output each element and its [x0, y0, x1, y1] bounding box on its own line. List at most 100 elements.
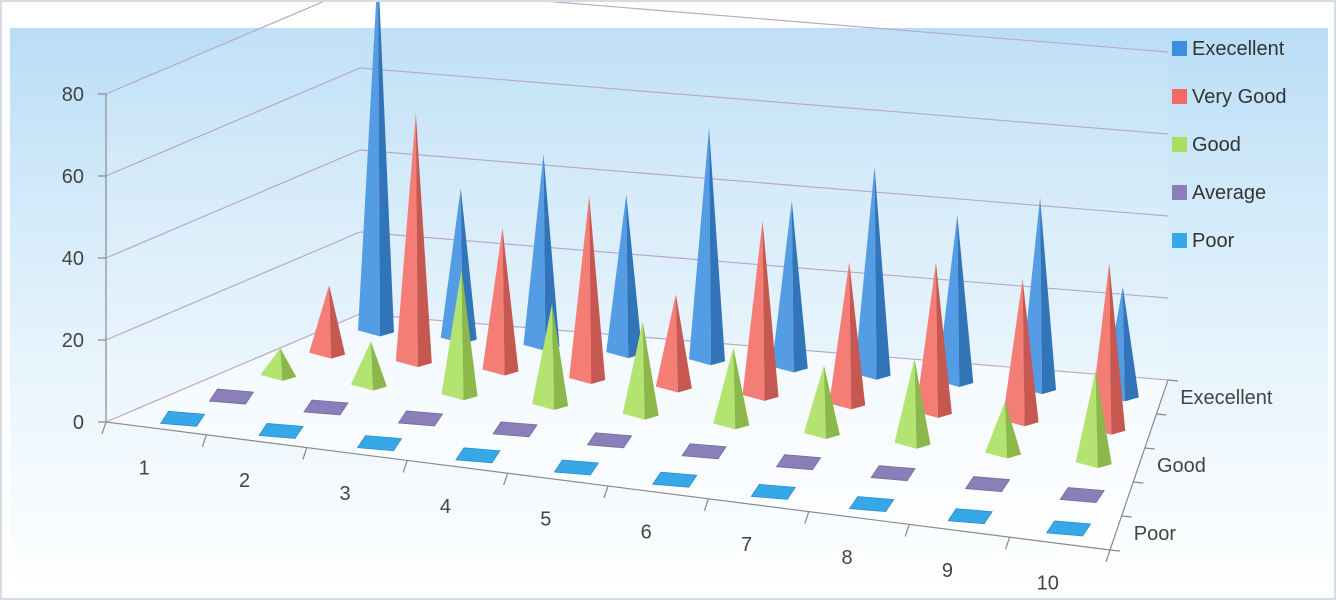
- legend-swatch: [1172, 185, 1187, 200]
- pyramid-very-good-3: [482, 228, 519, 376]
- pyramid-average-5: [586, 432, 633, 449]
- depth-tick-label: Good: [1157, 455, 1206, 477]
- pyramid-poor-9: [947, 508, 993, 525]
- depth-tick: [1167, 379, 1179, 382]
- pyramid-average-10: [1059, 487, 1105, 503]
- pyramid-execellent-7: [854, 166, 891, 380]
- x-tick: [603, 485, 609, 499]
- x-tick: [1105, 549, 1111, 563]
- legend-swatch: [1172, 137, 1187, 152]
- x-tick: [201, 434, 207, 447]
- pyramid-average-1: [208, 388, 255, 405]
- y-tick-label: 60: [62, 166, 84, 188]
- x-tick-label: 4: [440, 496, 451, 518]
- pyramid-good-1: [260, 348, 297, 381]
- side-wall: [106, 2, 360, 422]
- depth-axis-line: [1109, 379, 1169, 551]
- pyramid-execellent-6: [771, 200, 808, 373]
- pyramid-very-good-7: [829, 261, 866, 410]
- pyramid-average-3: [397, 410, 444, 427]
- pyramid-poor-10: [1045, 520, 1092, 537]
- legend-swatch: [1172, 89, 1187, 104]
- depth-tick: [1109, 549, 1121, 552]
- pyramid-good-10: [1075, 369, 1112, 469]
- pyramid-average-8: [870, 465, 916, 482]
- pyramid-execellent-5: [689, 127, 726, 366]
- pyramid-good-7: [803, 365, 840, 440]
- y-tick-label: 20: [62, 330, 84, 352]
- pyramid-poor-4: [455, 447, 501, 464]
- pyramid-poor-3: [356, 435, 403, 452]
- pyramid-good-5: [622, 321, 659, 420]
- pyramid-good-8: [894, 358, 931, 449]
- legend: Execellent Very Good Good Average Poor: [1172, 38, 1287, 252]
- pyramid-very-good-4: [569, 195, 606, 385]
- pyramid-marks: [159, 2, 1139, 537]
- pyramid-good-2: [350, 341, 387, 391]
- x-tick: [1005, 537, 1011, 550]
- x-tick: [101, 421, 107, 435]
- pyramid-average-9: [964, 476, 1011, 493]
- x-tick-label: 6: [641, 521, 652, 543]
- pyramid-poor-5: [553, 459, 600, 476]
- pyramid-very-good-2: [395, 113, 432, 368]
- legend-label: Average: [1192, 182, 1266, 204]
- x-tick: [402, 460, 408, 473]
- depth-tick: [1133, 481, 1144, 484]
- x-tick-label: 7: [741, 534, 752, 556]
- legend-swatch: [1172, 233, 1187, 248]
- pyramid-execellent-4: [606, 194, 643, 359]
- pyramid-very-good-6: [742, 220, 779, 401]
- back-wall: [360, 2, 1168, 380]
- pyramid-good-6: [713, 347, 750, 430]
- pyramid-good-4: [532, 303, 569, 410]
- gridline-20: [105, 231, 1169, 341]
- back-walls: [106, 2, 1168, 550]
- y-tick-label: 80: [62, 84, 84, 106]
- pyramid-very-good-9: [1002, 278, 1039, 427]
- legend-label: Good: [1192, 134, 1241, 156]
- pyramid-average-2: [303, 399, 349, 416]
- x-tick-label: 1: [139, 457, 150, 479]
- axes: 0 20 40 60 80 1 2 3 4 5 6 7 8 9 10 Execellent Good Poor: [62, 84, 1273, 595]
- x-tick-label: 8: [841, 547, 852, 569]
- depth-tick: [1144, 447, 1155, 450]
- pyramid-poor-6: [652, 471, 698, 488]
- x-tick: [804, 511, 810, 524]
- depth-tick-label: Execellent: [1180, 387, 1273, 409]
- x-tick: [904, 524, 910, 537]
- pyramid-good-9: [985, 401, 1022, 459]
- depth-tick-label: Poor: [1134, 523, 1177, 545]
- x-tick: [302, 447, 308, 460]
- gridline-40: [105, 149, 1169, 259]
- pyramid-execellent-3: [523, 154, 560, 351]
- legend-swatch: [1172, 41, 1187, 56]
- gridlines: [105, 2, 1169, 423]
- depth-tick: [1156, 413, 1167, 416]
- legend-label: Very Good: [1192, 86, 1287, 108]
- x-tick: [503, 473, 509, 486]
- y-tick-label: 0: [73, 412, 84, 434]
- pyramid-average-6: [681, 443, 727, 460]
- legend-label: Poor: [1192, 230, 1235, 252]
- pyramid-very-good-8: [915, 262, 952, 418]
- pyramid-very-good-5: [655, 294, 692, 393]
- pyramid-very-good-1: [309, 285, 346, 359]
- pyramid-average-7: [775, 454, 822, 471]
- y-tick-label: 40: [62, 248, 84, 270]
- legend-label: Execellent: [1192, 38, 1285, 60]
- pyramid-good-3: [441, 269, 478, 401]
- x-tick: [703, 498, 709, 511]
- x-tick-label: 10: [1037, 573, 1059, 595]
- pyramid-poor-7: [750, 483, 796, 500]
- gridline-80: [105, 2, 1169, 95]
- gridline-60: [105, 67, 1169, 177]
- pyramid-poor-2: [258, 423, 304, 439]
- x-tick-label: 9: [942, 560, 953, 582]
- pyramid-poor-8: [848, 496, 895, 512]
- pyramid-average-4: [492, 421, 538, 438]
- x-tick-label: 3: [339, 483, 350, 505]
- pyramid-execellent-1: [357, 2, 394, 337]
